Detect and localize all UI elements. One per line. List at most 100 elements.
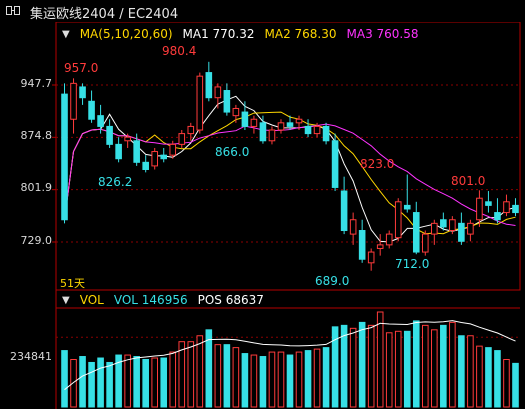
candle-body (232, 107, 240, 117)
volume-bar (467, 335, 474, 408)
candle-body (367, 251, 375, 264)
volume-bar (142, 359, 149, 408)
candle-body (358, 230, 366, 260)
candle-body (449, 219, 456, 232)
candle-body (349, 219, 357, 235)
candle-body (421, 233, 429, 253)
candle-body (394, 201, 402, 239)
period-label: 51天 (60, 277, 85, 290)
y-tick-label: 801.9 (20, 181, 53, 194)
candle-body (313, 125, 321, 135)
volume-bar (133, 356, 140, 408)
candle-body (169, 143, 177, 156)
candle-body (160, 154, 168, 160)
candle-body (485, 201, 492, 206)
volume-bar (232, 347, 240, 408)
vol-indicator-label[interactable]: VOL (79, 293, 104, 307)
candle-body (503, 201, 510, 214)
volume-bar (196, 335, 204, 408)
volume-bar (349, 327, 357, 408)
volume-bar (160, 357, 168, 408)
candle-body (88, 100, 95, 120)
vol-y-tick-label: 234841 (10, 350, 52, 363)
price-volume-chart[interactable] (0, 22, 525, 409)
volume-bar (494, 350, 501, 408)
position-line (64, 320, 516, 391)
chevron-down-icon[interactable]: ▼ (62, 29, 70, 40)
volume-bar (512, 362, 519, 408)
volume-bar (440, 324, 447, 408)
candle-body (205, 72, 213, 99)
volume-bars (61, 311, 519, 408)
candle-body (440, 219, 447, 228)
candle-body (187, 125, 195, 135)
candle-body (61, 93, 68, 221)
volume-bar (358, 321, 366, 408)
volume-bar (295, 351, 303, 408)
candle-body (304, 125, 312, 135)
volume-bar (385, 332, 393, 408)
volume-bar (205, 329, 213, 408)
candle-body (322, 125, 330, 142)
volume-bar (61, 350, 68, 408)
candle-body (512, 204, 519, 214)
annotation-low: 866.0 (215, 145, 250, 159)
volume-bar (421, 324, 429, 408)
candle-body (223, 90, 231, 113)
candle-body (467, 222, 474, 235)
candle-body (250, 118, 258, 127)
candle-body (268, 129, 276, 142)
annotation-low: 689.0 (315, 274, 350, 288)
volume-bar (403, 330, 411, 408)
volume-bar (449, 321, 456, 408)
volume-bar (376, 311, 384, 408)
chevron-down-icon[interactable]: ▼ (62, 295, 70, 306)
title-bar: 集运欧线2404 / EC2404 (0, 0, 525, 22)
candle-body (106, 125, 113, 145)
ma3-label: MA3 760.58 (346, 27, 419, 41)
candle-body (214, 86, 222, 99)
volume-bar (115, 354, 122, 408)
volume-bar (367, 324, 375, 408)
volume-bar (313, 348, 321, 408)
annotation-high: 957.0 (64, 61, 99, 75)
candle-body (476, 197, 483, 221)
volume-bar (241, 353, 249, 408)
candle-body (412, 212, 420, 253)
candle-body (431, 222, 438, 235)
volume-bar (485, 347, 492, 408)
candle-body (259, 122, 267, 142)
price-panel-frame (55, 22, 521, 291)
y-tick-label: 729.0 (20, 234, 53, 247)
volume-bar (178, 341, 186, 408)
volume-bar (169, 351, 177, 408)
ma-indicator-label[interactable]: MA(5,10,20,60) (79, 27, 173, 41)
annotation-low: 712.0 (395, 257, 430, 271)
ma2-label: MA2 768.30 (264, 27, 337, 41)
volume-bar (106, 361, 113, 408)
link-icon (6, 6, 20, 15)
ma1-label: MA1 770.32 (182, 27, 255, 41)
volume-bar (223, 344, 231, 408)
y-tick-label: 874.8 (20, 129, 53, 142)
candle-body (277, 122, 285, 131)
candlestick-series (61, 61, 519, 271)
annotation-high: 980.4 (162, 44, 197, 58)
candle-body (340, 190, 348, 232)
volume-bar (70, 359, 77, 408)
contract-title: 集运欧线2404 / EC2404 (30, 7, 179, 22)
candle-body (97, 115, 104, 127)
candle-body (79, 86, 86, 99)
volume-bar (286, 354, 294, 408)
candle-body (286, 122, 294, 127)
candle-body (295, 118, 303, 124)
candle-body (196, 75, 204, 131)
volume-bar (476, 345, 483, 408)
vol-value-label: VOL 146956 (113, 293, 188, 307)
position-line-path (64, 320, 516, 391)
volume-bar (503, 359, 510, 408)
candle-body (241, 111, 249, 127)
candle-body (331, 140, 339, 188)
volume-bar (268, 351, 276, 408)
volume-bar (250, 354, 258, 408)
